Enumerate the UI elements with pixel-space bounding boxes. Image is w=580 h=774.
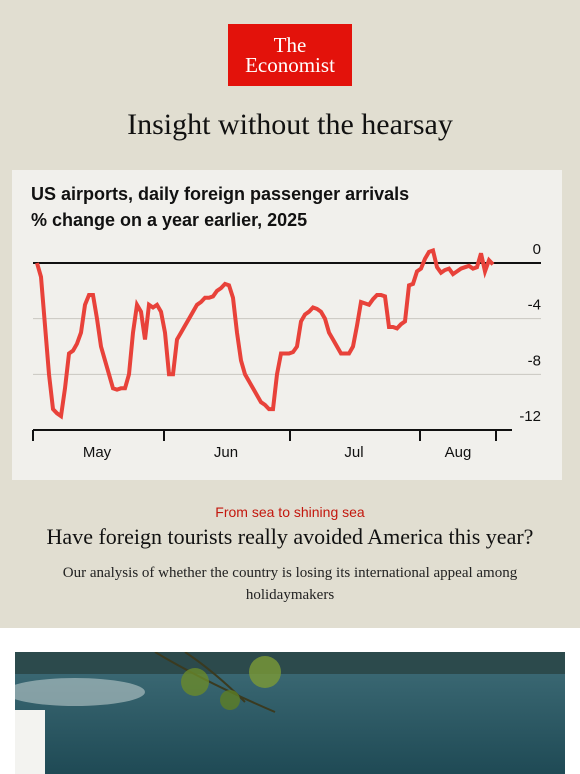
headline[interactable]: Have foreign tourists really avoided Ame… <box>46 524 534 549</box>
standfirst: Our analysis of whether the country is l… <box>62 565 518 603</box>
chart-title: US airports, daily foreign passenger arr… <box>31 184 409 204</box>
x-tick-label: Aug <box>445 444 472 461</box>
leaves <box>249 656 281 688</box>
article-photo[interactable] <box>15 652 565 774</box>
branch <box>154 652 276 713</box>
y-tick-label: -12 <box>519 408 541 425</box>
x-tick-label: Jun <box>214 444 238 461</box>
leaves <box>181 668 209 696</box>
logo[interactable]: The Economist <box>228 24 352 86</box>
tagline: Insight without the hearsay <box>127 108 453 141</box>
data-line <box>35 247 495 420</box>
x-tick-label: Jul <box>344 444 363 461</box>
far-shore <box>15 652 565 674</box>
logo-text: The <box>273 33 307 57</box>
y-tick-label: -4 <box>528 297 541 314</box>
sun-glare <box>15 678 145 706</box>
leaves <box>220 690 240 710</box>
y-tick-label: -8 <box>528 352 541 369</box>
chart-background <box>12 170 562 480</box>
chart[interactable]: US airports, daily foreign passenger arr… <box>0 0 580 500</box>
boat <box>15 710 45 774</box>
x-tick-label: May <box>83 444 112 461</box>
chart-subtitle: % change on a year earlier, 2025 <box>31 210 307 230</box>
y-tick-label: 0 <box>533 241 541 258</box>
logo-text: Economist <box>245 53 335 77</box>
kicker: From sea to shining sea <box>215 504 365 520</box>
